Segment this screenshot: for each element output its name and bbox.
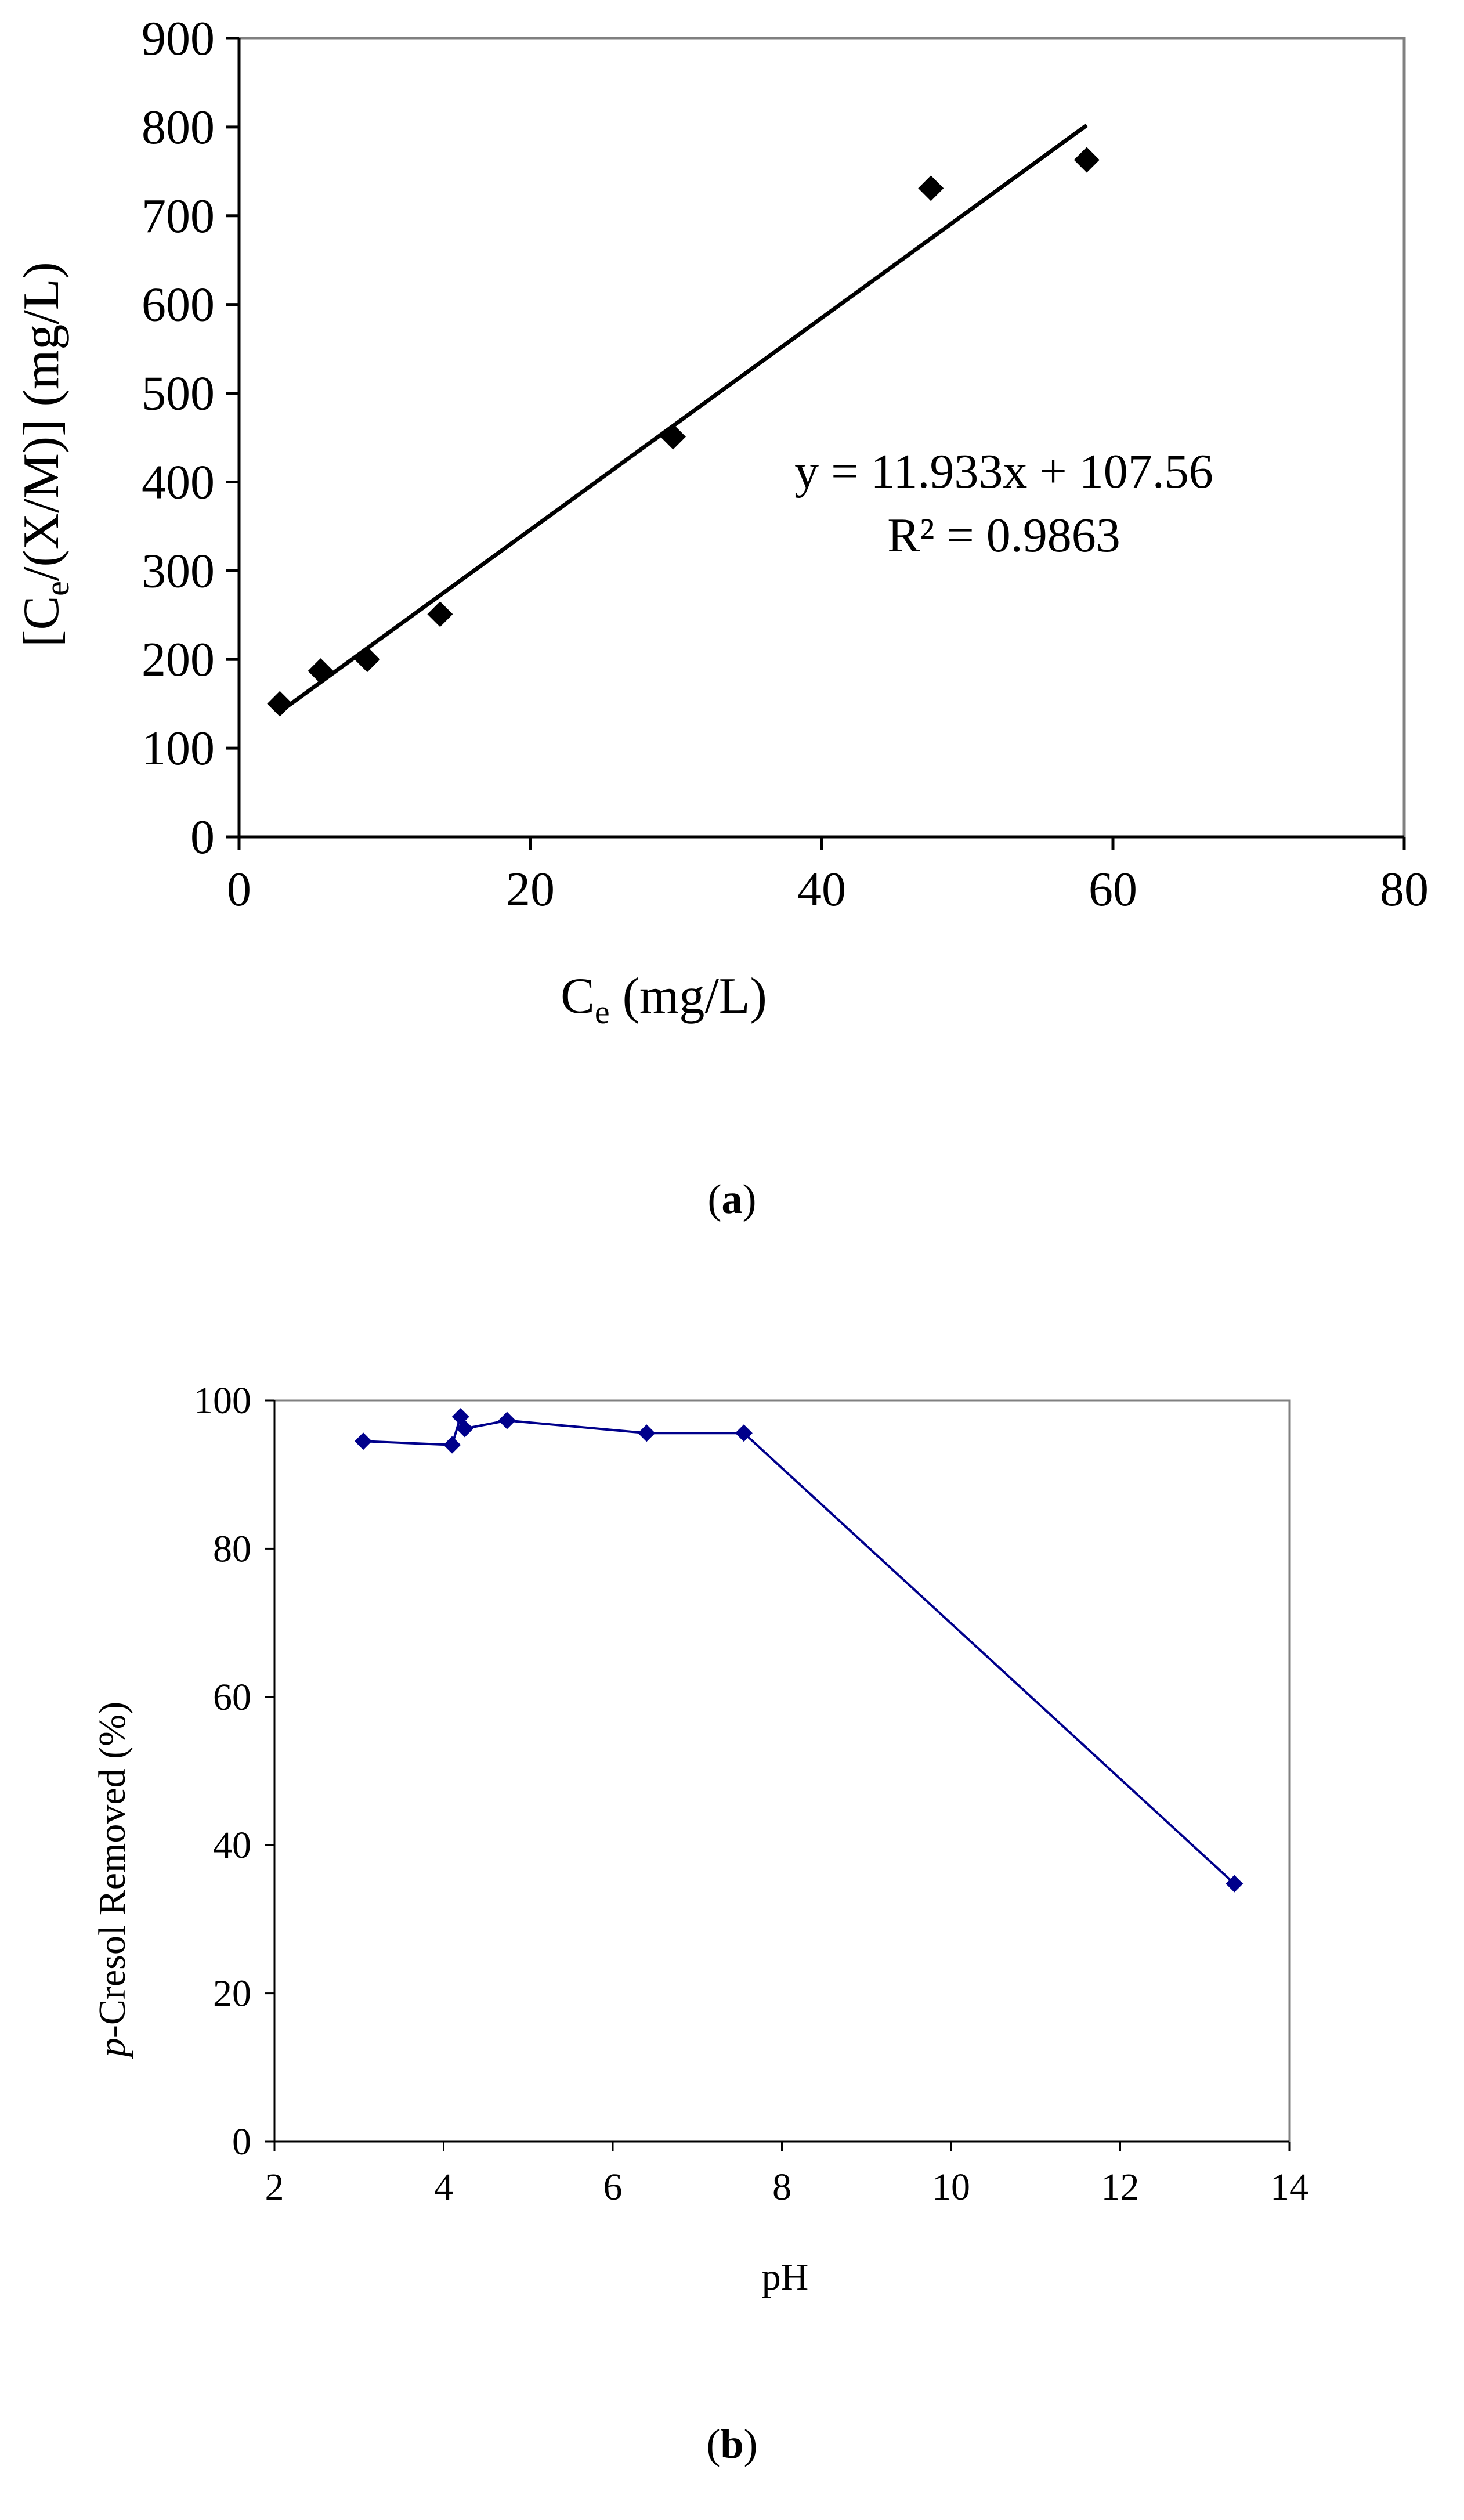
chart-b-x-tick-label: 10 (932, 2166, 970, 2208)
chart-b-y-tick-label: 80 (213, 1528, 251, 1570)
chart-a-point (427, 601, 453, 627)
chart-a-plot-frame (237, 37, 1406, 839)
chart-b-point (498, 1411, 516, 1429)
chart-b-point (1226, 1875, 1244, 1893)
chart-b-x-axis-label: pH (762, 2256, 809, 2298)
chart-a-x-tick-label: 60 (1089, 862, 1137, 916)
chart-a-y-tick-label: 500 (142, 367, 215, 421)
chart-a-y-tick-label: 700 (142, 189, 215, 243)
chart-a: 0 100 200 300 400 500 600 700 800 900 0 20 40 60 80 y … (13, 12, 1429, 1031)
chart-a-y-tick-label: 600 (142, 278, 215, 332)
chart-a-x-axis-label: Ce (mg/L) (561, 968, 767, 1031)
chart-a-trendline-group (279, 123, 1088, 714)
chart-a-x-tick-label: 40 (797, 862, 846, 916)
chart-a-trendline (279, 123, 1088, 714)
chart-a-point (308, 658, 334, 684)
chart-a-tick-labels: 0 100 200 300 400 500 600 700 800 900 0 20 40 60 80 (142, 12, 1429, 916)
chart-b-y-tick-label: 100 (194, 1380, 251, 1422)
caption-a-letter: a (721, 1176, 743, 1222)
chart-b-point (735, 1424, 753, 1442)
chart-b-x-tick-label: 12 (1101, 2166, 1140, 2208)
chart-a-x-tick-label: 80 (1380, 862, 1429, 916)
chart-b-y-tick-label: 40 (213, 1824, 251, 1866)
chart-a-y-axis-label: [Ce/(X/M)] (mg/L) (13, 262, 76, 647)
chart-b-series-line-group (363, 1413, 1235, 1885)
chart-a-y-tick-label: 900 (142, 12, 215, 66)
caption-b-letter: b (720, 2421, 744, 2467)
chart-b-y-tick-label: 0 (232, 2121, 251, 2163)
chart-a-y-tick-label: 200 (142, 633, 215, 687)
chart-b-point (456, 1420, 473, 1438)
chart-b-series-line (363, 1413, 1235, 1885)
chart-b-x-tick-label: 4 (434, 2166, 453, 2208)
chart-b-point (355, 1432, 373, 1450)
chart-b-axes (265, 1399, 1291, 2151)
chart-a-point (660, 424, 686, 450)
chart-b-plot-frame (273, 1399, 1291, 2143)
chart-a-point (267, 691, 293, 717)
chart-a-y-tick-label: 800 (142, 100, 215, 154)
chart-b-y-tick-label: 20 (213, 1973, 251, 2015)
chart-a-r-squared: R² = 0.9863 (887, 508, 1120, 562)
chart-b-point (443, 1436, 461, 1454)
chart-b-points (355, 1408, 1244, 1893)
caption-a: (a) (707, 1176, 757, 1222)
chart-a-point (918, 175, 944, 201)
chart-b-x-tick-label: 6 (603, 2166, 623, 2208)
chart-a-y-tick-label: 300 (142, 544, 215, 598)
chart-b-x-tick-label: 2 (265, 2166, 284, 2208)
chart-b-tick-labels: 0 20 40 60 80 100 2 4 6 8 10 12 14 (194, 1380, 1308, 2208)
chart-a-point (354, 647, 380, 673)
chart-a-x-tick-label: 0 (227, 862, 251, 916)
chart-a-y-tick-label: 0 (190, 810, 215, 864)
chart-b-x-tick-label: 14 (1270, 2166, 1308, 2208)
chart-a-y-tick-label: 100 (142, 721, 215, 775)
chart-b-x-tick-label: 8 (772, 2166, 791, 2208)
chart-b-point (638, 1424, 656, 1442)
chart-a-y-tick-label: 400 (142, 455, 215, 509)
chart-b-y-axis-label: p-Cresol Removed (%) (91, 1702, 133, 2059)
chart-b: 0 20 40 60 80 100 2 4 6 8 10 12 14 pH p-Cresol Remov… (91, 1380, 1308, 2298)
chart-a-equation: y = 11.933x + 107.56 (794, 445, 1213, 499)
chart-a-point (1073, 147, 1100, 173)
chart-a-x-tick-label: 20 (506, 862, 555, 916)
chart-a-axes (226, 37, 1406, 850)
chart-b-y-tick-label: 60 (213, 1676, 251, 1718)
caption-b: (b) (706, 2421, 758, 2467)
chart-a-points (267, 147, 1100, 717)
